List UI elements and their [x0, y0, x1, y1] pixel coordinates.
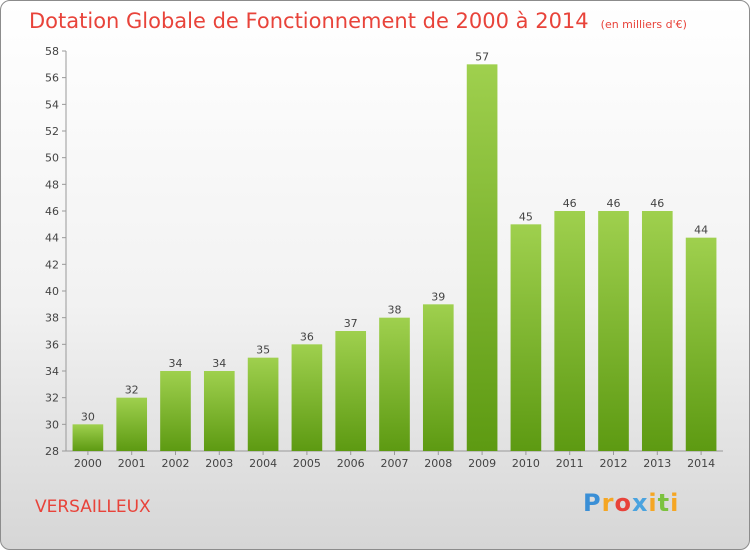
commune-name: VERSAILLEUX [35, 497, 151, 517]
bar-2011 [554, 211, 586, 451]
bar-value-label: 46 [650, 197, 664, 210]
bar-value-label: 57 [475, 50, 489, 63]
bar-2014 [685, 237, 717, 451]
chart-title: Dotation Globale de Fonctionnement de 20… [29, 9, 589, 33]
x-tick-label: 2009 [468, 457, 496, 470]
bar-2010 [510, 224, 542, 451]
y-tick-label: 42 [45, 258, 59, 271]
bar-value-label: 34 [169, 357, 183, 370]
bar-value-label: 45 [519, 210, 533, 223]
x-tick-label: 2004 [249, 457, 277, 470]
bar-2000 [72, 424, 104, 451]
x-tick-label: 2001 [118, 457, 146, 470]
chart-title-block: Dotation Globale de Fonctionnement de 20… [29, 9, 687, 33]
bar-value-label: 34 [212, 357, 226, 370]
bar-2005 [291, 344, 323, 451]
bar-value-label: 32 [125, 384, 139, 397]
y-tick-label: 52 [45, 125, 59, 138]
y-tick-label: 56 [45, 72, 59, 85]
bar-2003 [203, 371, 235, 451]
x-tick-label: 2006 [337, 457, 365, 470]
y-tick-label: 30 [45, 418, 59, 431]
y-tick-label: 54 [45, 98, 59, 111]
x-tick-label: 2013 [643, 457, 671, 470]
y-tick-label: 46 [45, 205, 59, 218]
bar-value-label: 44 [694, 224, 708, 237]
bar-value-label: 38 [388, 304, 402, 317]
x-tick-label: 2007 [381, 457, 409, 470]
bar-2009 [466, 64, 498, 452]
bar-value-label: 39 [431, 290, 445, 303]
bar-value-label: 46 [607, 197, 621, 210]
bar-2006 [335, 331, 367, 451]
bar-value-label: 30 [81, 410, 95, 423]
bar-2004 [247, 357, 279, 451]
bar-2002 [160, 371, 191, 451]
x-tick-label: 2008 [424, 457, 452, 470]
x-tick-label: 2000 [74, 457, 102, 470]
bar-value-label: 37 [344, 317, 358, 330]
x-tick-label: 2005 [293, 457, 321, 470]
bar-2012 [598, 211, 629, 451]
bar-value-label: 35 [256, 344, 270, 357]
y-tick-label: 50 [45, 152, 59, 165]
y-tick-label: 32 [45, 392, 59, 405]
x-tick-label: 2012 [600, 457, 628, 470]
y-tick-label: 34 [45, 365, 59, 378]
x-tick-label: 2011 [556, 457, 584, 470]
bar-2013 [641, 211, 673, 451]
bar-2001 [116, 397, 148, 451]
y-tick-label: 40 [45, 285, 59, 298]
bar-value-label: 36 [300, 330, 314, 343]
bar-value-label: 46 [563, 197, 577, 210]
proxiti-logo: Proxiti [583, 489, 680, 517]
x-tick-label: 2002 [162, 457, 190, 470]
bar-2007 [379, 317, 410, 451]
y-tick-label: 28 [45, 445, 59, 458]
bar-2008 [422, 304, 454, 451]
y-tick-label: 44 [45, 232, 59, 245]
y-tick-label: 38 [45, 312, 59, 325]
y-tick-label: 58 [45, 45, 59, 58]
x-tick-label: 2014 [687, 457, 715, 470]
x-tick-label: 2003 [205, 457, 233, 470]
chart-subtitle: (en milliers d'€) [600, 18, 687, 31]
y-tick-label: 48 [45, 178, 59, 191]
y-tick-label: 36 [45, 338, 59, 351]
x-tick-label: 2010 [512, 457, 540, 470]
